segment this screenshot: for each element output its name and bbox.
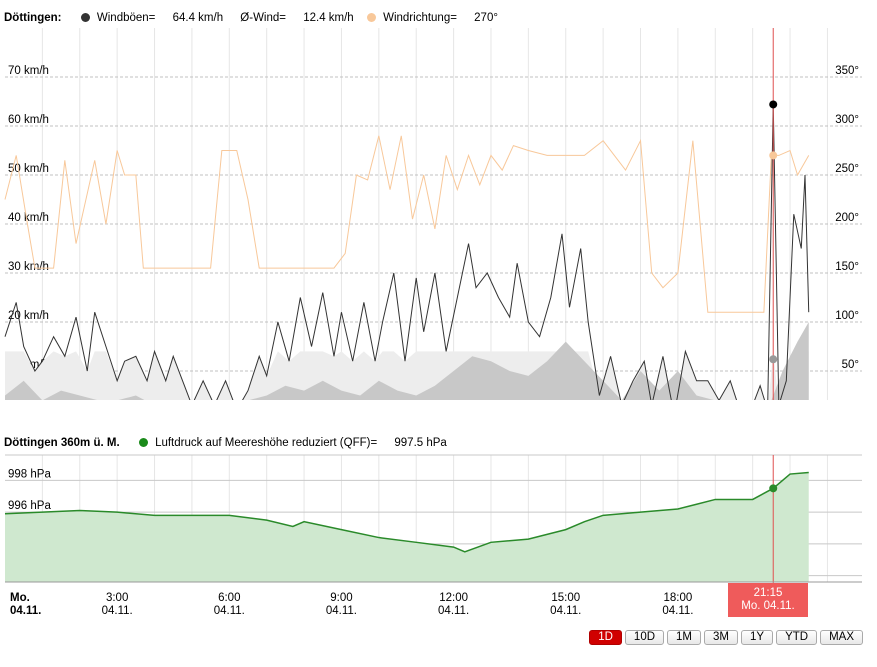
y-left-tick-label: 20 km/h	[8, 310, 49, 322]
x-tick-date-label: 04.11.	[438, 605, 469, 617]
y-left-tick-label: 70 km/h	[8, 65, 49, 77]
gusts-line	[4, 104, 810, 400]
avg-wind-legend-label: Ø-Wind=	[240, 12, 286, 24]
pressure-cursor-marker	[769, 484, 778, 493]
x-tick-time-label: 12:00	[439, 592, 468, 604]
y-left-tick-label: 30 km/h	[8, 261, 49, 273]
pressure-legend-marker	[138, 438, 148, 447]
avg-wind-value: 12.4 km/h	[303, 12, 354, 24]
range-selector: 1D 10D 1M 3M 1Y YTD MAX	[589, 630, 863, 645]
y-right-tick-label: 50°	[842, 359, 859, 371]
x-tick-date-label: 04.11.	[214, 605, 245, 617]
x-tick-time-label: 6:00	[218, 592, 240, 604]
y-right-tick-label: 150°	[835, 261, 859, 273]
direction-legend-label: Windrichtung=	[383, 12, 457, 24]
wind-chart[interactable]: 0 km/h10 km/h20 km/h30 km/h40 km/h50 km/…	[0, 0, 877, 400]
gusts-cursor-marker	[769, 100, 778, 109]
direction-line	[4, 135, 810, 313]
range-button-ytd[interactable]: YTD	[776, 630, 818, 645]
x-tick-time-label: 15:00	[551, 592, 580, 604]
y-right-tick-label: 100°	[835, 310, 859, 322]
x-tick-date-label: 04.11.	[662, 605, 693, 617]
x-tick-date-label: 04.11.	[10, 605, 41, 617]
cursor-time-label: 21:15 Mo. 04.11.	[728, 583, 808, 617]
wind-station-title: Döttingen:	[4, 12, 62, 24]
pressure-line	[4, 471, 809, 553]
range-button-3m[interactable]: 3M	[704, 630, 738, 645]
y-right-tick-label: 350°	[835, 65, 859, 77]
direction-legend-marker	[366, 13, 376, 22]
wind-legend: Döttingen: Windböen= 64.4 km/h Ø-Wind= 1…	[4, 10, 506, 26]
gusts-value: 64.4 km/h	[172, 12, 224, 24]
gusts-legend-label: Windböen=	[96, 12, 156, 24]
x-tick-time-label: 3:00	[106, 592, 128, 604]
x-tick-date-label: 04.11.	[102, 605, 133, 617]
direction-cursor-marker	[769, 151, 778, 160]
x-tick-time-label: 9:00	[330, 592, 352, 604]
x-tick-date-label: 04.11.	[550, 605, 581, 617]
x-tick-date-label: 04.11.	[326, 605, 357, 617]
x-tick-time-label: Mo.	[10, 592, 30, 604]
y-right-tick-label: 200°	[835, 212, 859, 224]
avg-cursor-marker	[769, 355, 778, 364]
cursor-time: 21:15	[753, 587, 783, 599]
gusts-legend-marker	[80, 13, 90, 22]
range-button-max[interactable]: MAX	[820, 630, 863, 645]
cursor-date: Mo. 04.11.	[741, 600, 795, 612]
pressure-legend-label: Luftdruck auf Meereshöhe reduziert (QFF)…	[155, 437, 378, 449]
y-tick-label: 996 hPa	[8, 500, 51, 512]
range-button-1m[interactable]: 1M	[667, 630, 702, 645]
x-tick-time-label: 18:00	[664, 592, 693, 604]
range-button-1d[interactable]: 1D	[589, 630, 622, 645]
pressure-area	[5, 472, 809, 582]
y-left-tick-label: 40 km/h	[8, 212, 49, 224]
pressure-value: 997.5 hPa	[394, 437, 447, 449]
y-left-tick-label: 60 km/h	[8, 114, 49, 126]
y-right-tick-label: 300°	[835, 114, 859, 126]
direction-value: 270°	[474, 12, 498, 24]
pressure-legend: Döttingen 360m ü. M. Luftdruck auf Meere…	[4, 435, 455, 451]
range-button-10d[interactable]: 10D	[624, 630, 665, 645]
y-tick-label: 998 hPa	[8, 468, 51, 480]
range-button-1y[interactable]: 1Y	[741, 630, 774, 645]
pressure-station-title: Döttingen 360m ü. M.	[4, 437, 120, 449]
y-right-tick-label: 250°	[835, 163, 859, 175]
